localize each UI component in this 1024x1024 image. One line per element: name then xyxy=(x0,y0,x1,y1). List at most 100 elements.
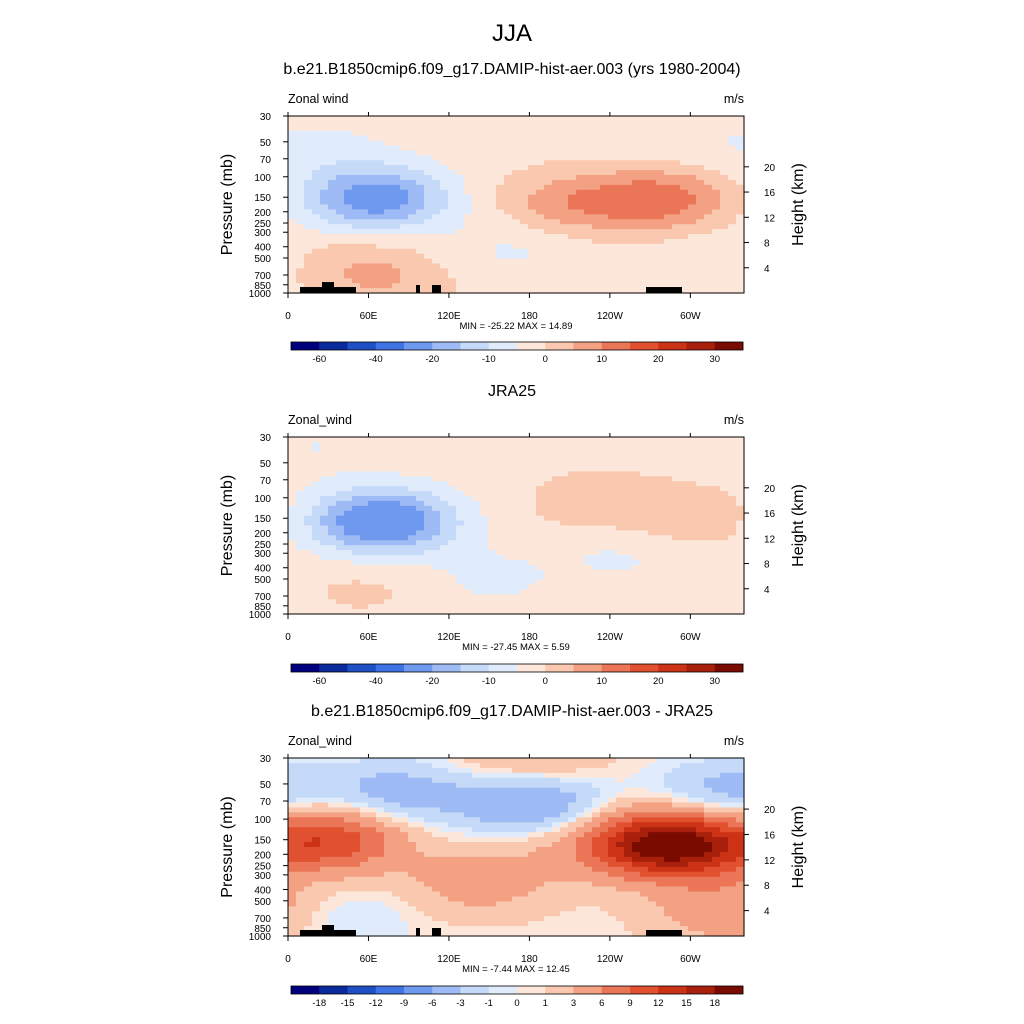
contour-cell xyxy=(576,584,585,591)
contour-cell xyxy=(504,758,513,764)
contour-cell xyxy=(584,762,593,769)
contour-cell xyxy=(592,812,601,818)
contour-cell xyxy=(440,530,449,536)
contour-cell xyxy=(616,510,625,517)
contour-cell xyxy=(304,135,313,142)
contour-cell xyxy=(368,268,377,274)
contour-cell xyxy=(336,584,345,591)
contour-cell xyxy=(424,441,433,448)
contour-cell xyxy=(712,476,721,482)
contour-cell xyxy=(552,179,561,186)
contour-cell xyxy=(640,140,649,147)
contour-cell xyxy=(408,767,417,774)
contour-cell xyxy=(288,243,297,250)
contour-cell xyxy=(688,510,697,517)
contour-cell xyxy=(568,140,577,147)
contour-cell xyxy=(480,243,489,250)
contour-cell xyxy=(544,238,553,245)
contour-cell xyxy=(688,584,697,591)
contour-cell xyxy=(544,767,553,774)
contour-cell xyxy=(336,116,345,122)
contour-cell xyxy=(696,258,705,265)
contour-cell xyxy=(432,243,441,250)
contour-cell xyxy=(408,491,417,497)
contour-cell xyxy=(608,604,617,610)
min-max-stats: MIN = -25.22 MAX = 14.89 xyxy=(459,321,572,332)
contour-cell xyxy=(616,120,625,127)
contour-cell xyxy=(664,446,673,453)
contour-cell xyxy=(376,500,385,507)
contour-cell xyxy=(432,476,441,482)
contour-cell xyxy=(584,204,593,211)
contour-cell xyxy=(560,525,569,532)
contour-cell xyxy=(736,179,745,186)
contour-cell xyxy=(704,446,713,453)
contour-cell xyxy=(472,125,481,132)
contour-cell xyxy=(672,150,681,156)
contour-cell xyxy=(496,812,505,818)
contour-cell xyxy=(640,214,649,220)
contour-cell xyxy=(496,278,505,284)
contour-cell xyxy=(520,451,529,458)
contour-cell xyxy=(376,510,385,517)
contour-cell xyxy=(288,471,297,477)
colorbar-frame xyxy=(290,341,744,351)
contour-cell xyxy=(592,535,601,541)
contour-cell xyxy=(440,461,449,468)
contour-cell xyxy=(536,243,545,250)
contour-cell xyxy=(616,273,625,279)
contour-cell xyxy=(384,792,393,799)
contour-cell xyxy=(464,120,473,127)
contour-cell xyxy=(360,160,369,166)
contour-cell xyxy=(600,234,609,240)
contour-cell xyxy=(384,812,393,818)
contour-cell xyxy=(464,224,473,230)
contour-cell xyxy=(288,135,297,142)
contour-cell xyxy=(536,564,545,571)
contour-cell xyxy=(488,204,497,211)
contour-cell xyxy=(584,777,593,784)
contour-cell xyxy=(720,184,729,191)
contour-cell xyxy=(728,797,737,804)
contour-cell xyxy=(592,135,601,142)
contour-cell xyxy=(352,559,361,566)
contour-cell xyxy=(336,224,345,230)
contour-cell xyxy=(632,120,641,127)
contour-cell xyxy=(432,817,441,823)
contour-cell xyxy=(640,263,649,270)
contour-cell xyxy=(440,229,449,235)
contour-cell xyxy=(480,782,489,789)
colorbar-label: 10 xyxy=(596,354,607,365)
contour-cell xyxy=(712,787,721,794)
contour-cell xyxy=(704,451,713,458)
contour-cell xyxy=(480,609,489,615)
contour-cell xyxy=(536,268,545,274)
contour-cell xyxy=(472,179,481,186)
contour-cell xyxy=(584,194,593,201)
contour-cell xyxy=(504,476,513,482)
contour-cell xyxy=(696,540,705,546)
contour-cell xyxy=(384,194,393,201)
contour-cell xyxy=(384,787,393,794)
contour-cell xyxy=(560,135,569,142)
contour-cell xyxy=(480,120,489,127)
contour-cell xyxy=(440,175,449,181)
contour-cell xyxy=(288,476,297,482)
contour-cell xyxy=(648,486,657,492)
contour-cell xyxy=(288,491,297,497)
contour-cell xyxy=(400,229,409,235)
contour-cell xyxy=(512,199,521,206)
contour-cell xyxy=(656,496,665,502)
contour-cell xyxy=(544,476,553,482)
contour-cell xyxy=(584,170,593,176)
contour-cell xyxy=(664,451,673,458)
contour-cell xyxy=(480,758,489,764)
contour-cell xyxy=(288,550,297,556)
y2-tick-label: 16 xyxy=(764,509,776,520)
contour-cell xyxy=(632,787,641,794)
contour-cell xyxy=(536,125,545,132)
contour-cell xyxy=(480,175,489,181)
y-tick-label: 400 xyxy=(254,243,271,254)
contour-cell xyxy=(448,550,457,556)
contour-cell xyxy=(480,234,489,240)
